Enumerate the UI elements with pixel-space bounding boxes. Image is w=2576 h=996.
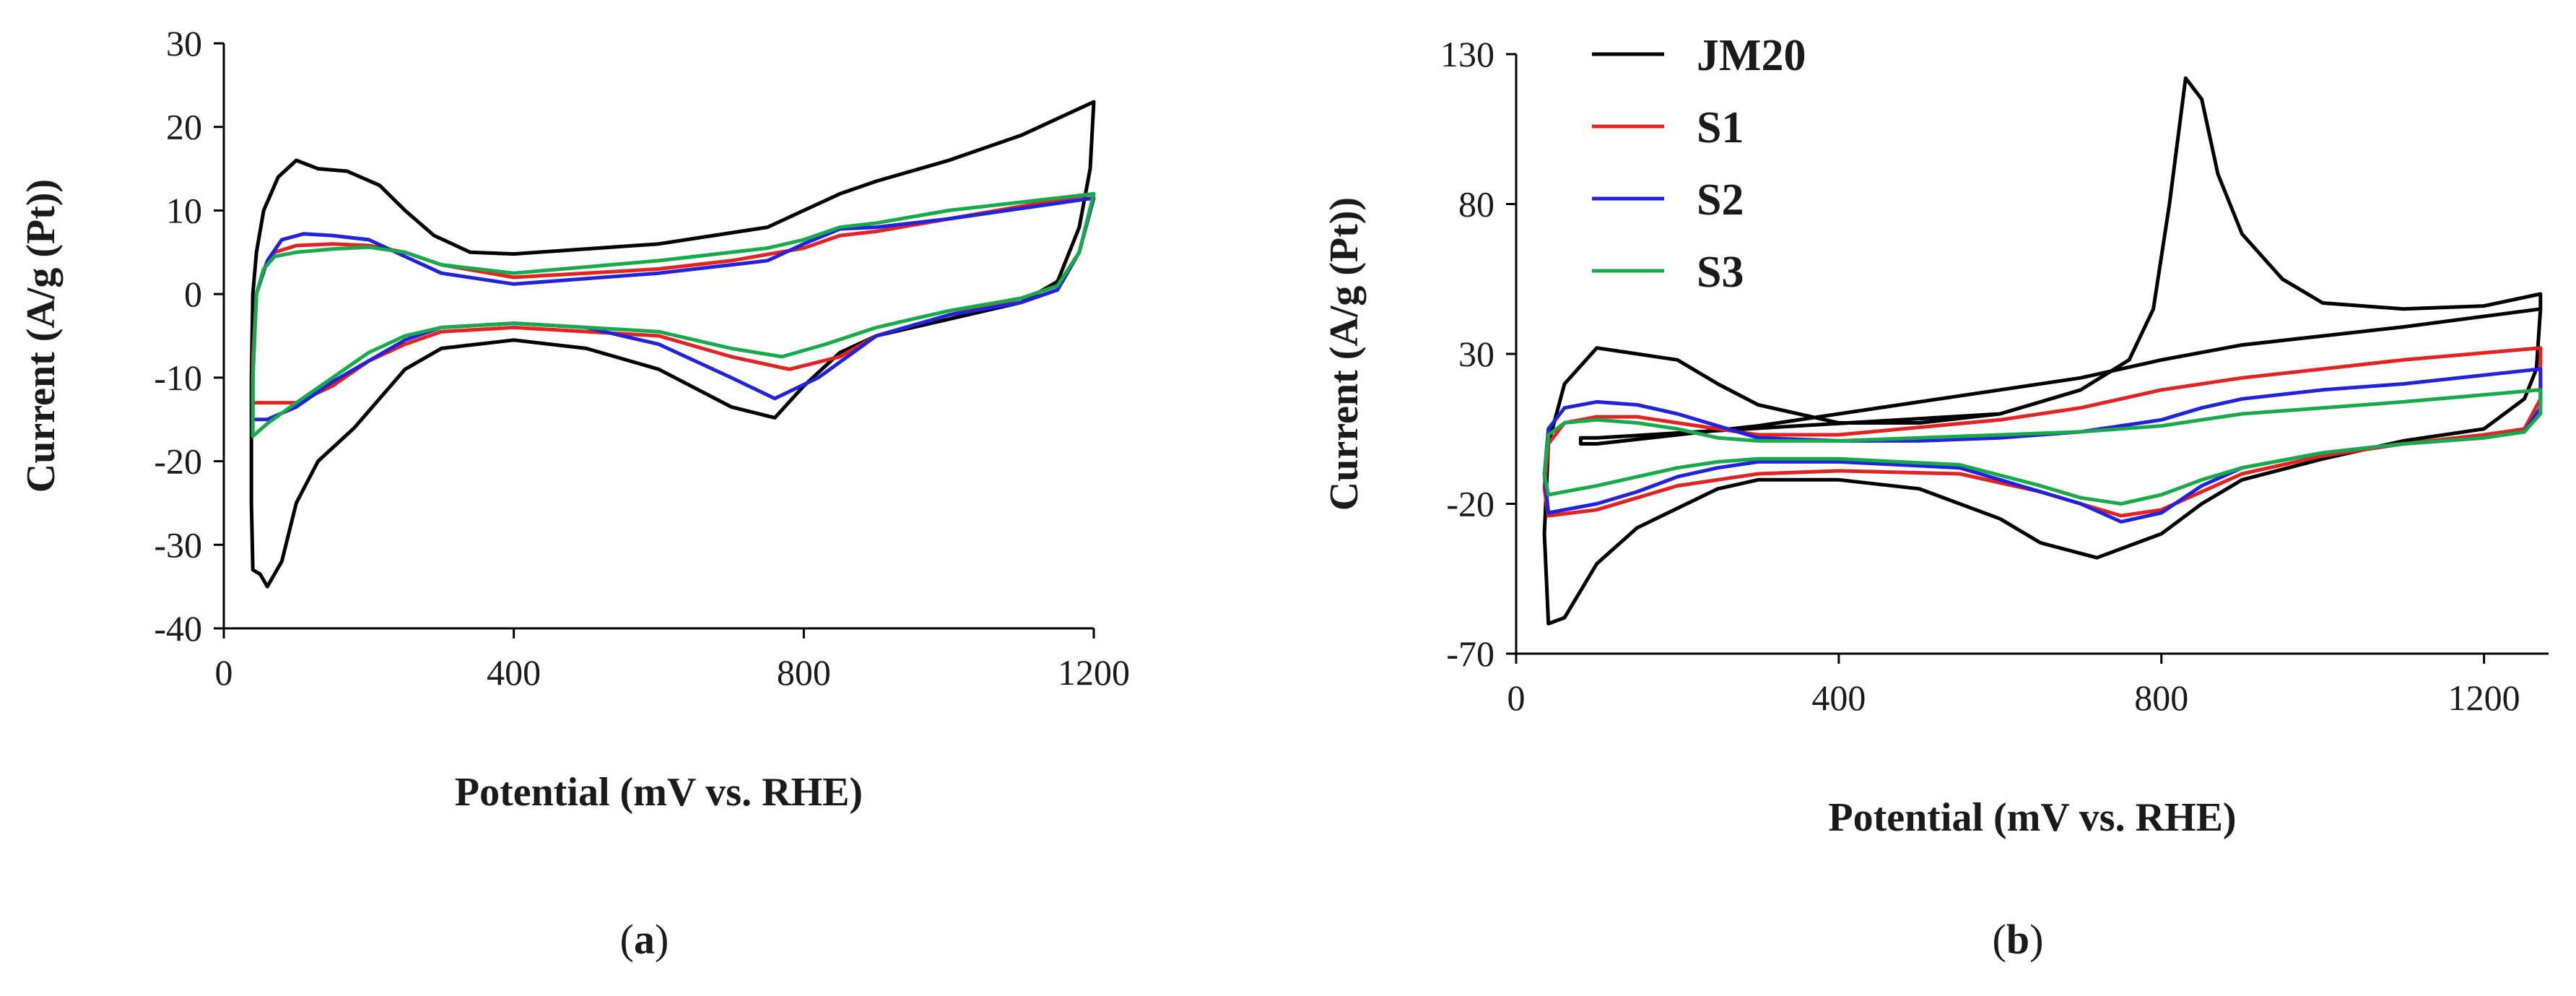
legend-label-jm20: JM20 [1697, 31, 1806, 80]
legend-label-s1: S1 [1697, 103, 1744, 152]
y-tick-label: 30 [166, 23, 202, 64]
x-tick-label: 400 [487, 652, 541, 693]
y-tick-label: 130 [1440, 34, 1494, 74]
legend-label-s2: S2 [1697, 176, 1744, 225]
x-axis-label: Potential (mV vs. RHE) [455, 770, 863, 815]
legend-label-s3: S3 [1697, 248, 1744, 297]
x-tick-label: 800 [777, 652, 831, 693]
x-tick-label: 400 [1811, 677, 1866, 718]
panel-label: (a) [620, 916, 669, 963]
series-line-s2 [251, 196, 1096, 422]
chart-b: 130 80 30 -20 -70 0 400 800 1200 Potential (mV vs… [1322, 31, 2549, 963]
y-tick-label: -40 [154, 608, 202, 649]
panel-label: (b) [1993, 916, 2044, 963]
y-axis-label: Current (A/g (Pt)) [1322, 197, 1367, 511]
y-tick-label: -20 [1446, 484, 1494, 524]
x-tick-label: 0 [1507, 677, 1526, 718]
y-tick-label: -20 [154, 441, 202, 482]
x-tick-label: 800 [2134, 677, 2188, 718]
y-tick-label: 30 [1458, 334, 1494, 374]
y-tick-label: -30 [154, 524, 202, 565]
series-line-s3 [251, 191, 1096, 438]
y-tick-label: 0 [184, 274, 202, 314]
legend: JM20 S1 S2 S3 [1592, 31, 1806, 297]
series-line-jm20 [1542, 76, 2543, 625]
x-tick-label: 1200 [1058, 652, 1130, 693]
chart-a: 30 20 10 0 -10 -20 -30 -40 0 400 800 1200 Potential … [19, 23, 1130, 963]
y-axis-label: Current (A/g (Pt)) [19, 179, 64, 493]
series-line-s3 [1542, 388, 2543, 506]
x-tick-label: 0 [215, 652, 233, 693]
series-line-s1 [1542, 346, 2543, 518]
x-tick-label: 1200 [2448, 677, 2520, 718]
y-tick-label: 80 [1458, 184, 1494, 225]
y-tick-label: -70 [1446, 633, 1494, 674]
y-tick-label: 20 [166, 107, 202, 147]
x-axis-label: Potential (mV vs. RHE) [1828, 795, 2236, 840]
y-tick-label: -10 [154, 358, 202, 398]
y-tick-label: 10 [166, 190, 202, 230]
series-line-jm20 [249, 100, 1096, 589]
